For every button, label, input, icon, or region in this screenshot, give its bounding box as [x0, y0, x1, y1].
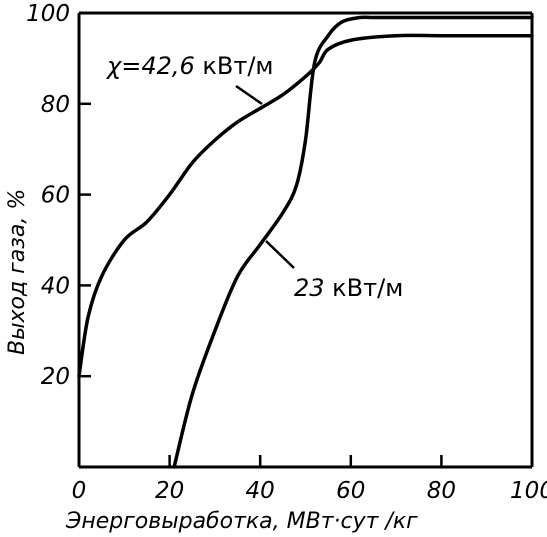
annotations: χ=42,6 кВт/м 23 кВт/м	[105, 52, 403, 302]
annotation-series-2: 23 кВт/м	[294, 274, 403, 302]
x-tick-label-3: 60	[336, 478, 365, 504]
annotation-series-2-value: 23	[294, 274, 325, 302]
x-axis-title: Энерговыработка, МВт·сут /кг	[65, 509, 418, 534]
annotation-series-1-unit: кВт/м	[195, 52, 274, 80]
x-tick-label-5: 100	[510, 478, 547, 504]
tick-labels: 0 20 40 60 80 100 20 40 60 80 100	[26, 1, 547, 504]
y-tick-label-2: 60	[41, 183, 70, 209]
x-tick-label-2: 40	[246, 478, 275, 504]
annotation-series-1-value: 42,6	[141, 52, 194, 80]
series-layer	[77, 15, 534, 469]
annotation-series-1-prefix: χ=	[105, 52, 141, 80]
ticks	[77, 11, 534, 467]
annotation-series-2-unit: кВт/м	[325, 274, 404, 302]
y-tick-label-4: 100	[26, 1, 70, 27]
axes-frame	[77, 11, 534, 469]
series-line-2	[172, 15, 534, 469]
y-axis-title: Выход газа, %	[5, 189, 30, 355]
series-line-1	[77, 33, 534, 378]
y-tick-label-1: 40	[41, 273, 70, 299]
annotation-series-1: χ=42,6 кВт/м	[105, 52, 274, 80]
y-tick-label-3: 80	[41, 92, 70, 118]
y-tick-label-0: 20	[41, 364, 70, 390]
annotation-series-1-leader	[235, 84, 263, 106]
x-tick-label-0: 0	[72, 478, 87, 504]
x-tick-label-1: 20	[155, 478, 184, 504]
x-tick-label-4: 80	[427, 478, 456, 504]
annotation-series-2-leader	[265, 240, 295, 269]
